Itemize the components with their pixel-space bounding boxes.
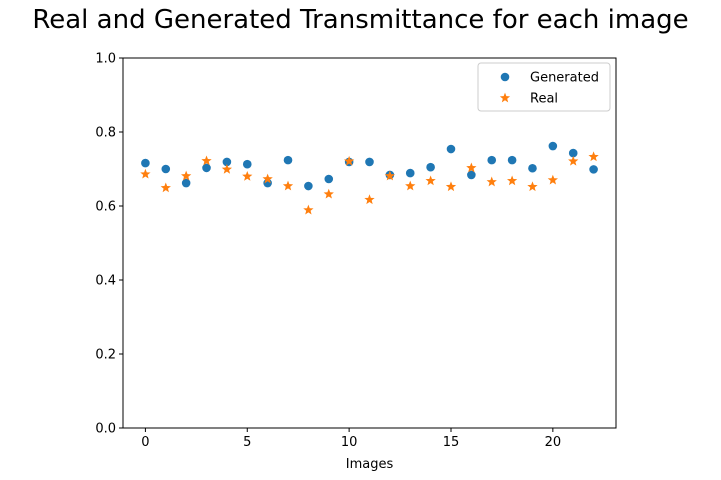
real-point <box>384 170 396 181</box>
real-point <box>466 162 477 173</box>
y-tick-label: 1.0 <box>95 52 116 67</box>
generated-point <box>405 168 415 178</box>
real-point <box>323 188 334 199</box>
real-point <box>181 170 192 181</box>
y-tick-label: 0.2 <box>95 348 116 363</box>
real-point <box>364 194 375 205</box>
x-tick-label: 15 <box>443 435 460 450</box>
generated-point <box>202 163 211 173</box>
y-tick-label: 0.0 <box>95 422 116 437</box>
real-point <box>140 168 151 179</box>
generated-point <box>365 157 374 167</box>
generated-point <box>568 148 578 158</box>
real-point <box>343 155 355 166</box>
legend: Generated Real <box>477 62 611 112</box>
generated-point <box>242 159 252 169</box>
real-point <box>445 181 457 192</box>
generated-point <box>426 162 435 172</box>
y-tick-label: 0.6 <box>95 200 116 215</box>
real-point <box>527 181 538 192</box>
generated-point <box>446 144 456 154</box>
real-point <box>486 176 497 187</box>
generated-point <box>304 181 313 191</box>
generated-point <box>181 178 191 188</box>
legend-generated-label: Generated <box>530 71 599 86</box>
series-generated <box>141 141 598 191</box>
plot-frame <box>122 57 617 429</box>
chart-title: Real and Generated Transmittance for eac… <box>32 5 689 35</box>
legend-generated-marker <box>500 72 510 82</box>
real-point <box>425 175 436 186</box>
real-point <box>262 173 273 184</box>
axis-ticks: 0 5 10 15 20 0.0 0.2 0.4 0.6 0.8 1.0 <box>95 52 561 451</box>
y-tick-label: 0.8 <box>95 126 116 141</box>
generated-point <box>141 158 150 168</box>
generated-point <box>507 155 517 165</box>
legend-real-label: Real <box>530 92 558 107</box>
real-point <box>201 155 212 166</box>
x-tick-label: 10 <box>341 435 358 450</box>
x-tick-label: 5 <box>243 435 251 450</box>
generated-point <box>324 174 334 184</box>
generated-point <box>467 170 476 180</box>
y-tick-label: 0.4 <box>95 274 116 289</box>
generated-point <box>528 163 537 173</box>
generated-point <box>487 155 497 165</box>
real-point <box>588 151 599 162</box>
generated-point <box>161 164 171 174</box>
real-point <box>506 175 518 186</box>
generated-point <box>548 141 558 151</box>
x-axis-label: Images <box>346 457 394 472</box>
x-tick-label: 20 <box>545 435 562 450</box>
real-point <box>282 180 294 191</box>
series-real <box>140 151 599 215</box>
generated-point <box>222 157 232 167</box>
generated-point <box>589 165 598 174</box>
x-tick-label: 0 <box>141 435 149 450</box>
generated-point <box>283 155 293 165</box>
real-point <box>242 171 253 181</box>
legend-frame <box>477 62 611 112</box>
legend-real-marker <box>499 92 511 103</box>
real-point <box>160 182 171 193</box>
real-point <box>303 204 314 215</box>
data-points <box>140 141 599 215</box>
real-point <box>568 155 579 166</box>
real-point <box>547 174 558 185</box>
real-point <box>221 163 233 174</box>
real-point <box>405 180 416 191</box>
